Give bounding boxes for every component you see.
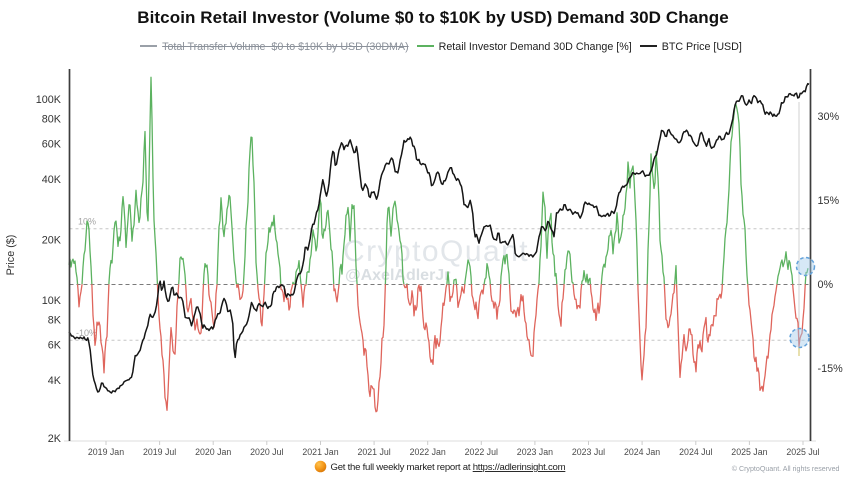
svg-text:2020 Jul: 2020 Jul bbox=[250, 447, 283, 457]
svg-text:2022 Jan: 2022 Jan bbox=[410, 447, 446, 457]
svg-text:10K: 10K bbox=[42, 295, 62, 307]
svg-text:2021 Jul: 2021 Jul bbox=[357, 447, 390, 457]
svg-text:2024 Jul: 2024 Jul bbox=[679, 447, 712, 457]
svg-text:2019 Jul: 2019 Jul bbox=[143, 447, 176, 457]
svg-text:2024 Jan: 2024 Jan bbox=[624, 447, 660, 457]
svg-text:60K: 60K bbox=[42, 138, 62, 150]
svg-text:2020 Jan: 2020 Jan bbox=[195, 447, 231, 457]
svg-text:40K: 40K bbox=[42, 174, 62, 186]
svg-text:Price ($): Price ($) bbox=[5, 235, 17, 276]
svg-text:CryptoQuant: CryptoQuant bbox=[343, 235, 529, 268]
svg-text:2K: 2K bbox=[48, 433, 62, 445]
svg-text:0%: 0% bbox=[818, 279, 834, 291]
svg-text:Get the full weekly market rep: Get the full weekly market report at htt… bbox=[331, 462, 566, 473]
svg-text:2025 Jul: 2025 Jul bbox=[786, 447, 819, 457]
svg-text:2021 Jan: 2021 Jan bbox=[302, 447, 338, 457]
svg-text:8K: 8K bbox=[48, 314, 62, 326]
svg-text:© CryptoQuant. All rights rese: © CryptoQuant. All rights reserved bbox=[732, 465, 840, 473]
svg-text:100K: 100K bbox=[36, 94, 62, 106]
svg-text:6K: 6K bbox=[48, 339, 62, 351]
svg-text:2022 Jul: 2022 Jul bbox=[465, 447, 498, 457]
svg-text:2023 Jul: 2023 Jul bbox=[572, 447, 605, 457]
svg-text:4K: 4K bbox=[48, 375, 62, 387]
svg-text:30%: 30% bbox=[818, 111, 840, 123]
svg-text:-15%: -15% bbox=[818, 363, 844, 375]
svg-text:15%: 15% bbox=[818, 195, 840, 207]
svg-text:2025 Jan: 2025 Jan bbox=[731, 447, 767, 457]
svg-text:-10%: -10% bbox=[76, 328, 97, 338]
svg-text:2023 Jan: 2023 Jan bbox=[517, 447, 553, 457]
svg-text:80K: 80K bbox=[42, 113, 62, 125]
svg-text:2019 Jan: 2019 Jan bbox=[88, 447, 124, 457]
svg-text:@AxelAdlerJr: @AxelAdlerJr bbox=[345, 267, 450, 284]
svg-text:20K: 20K bbox=[42, 234, 62, 246]
